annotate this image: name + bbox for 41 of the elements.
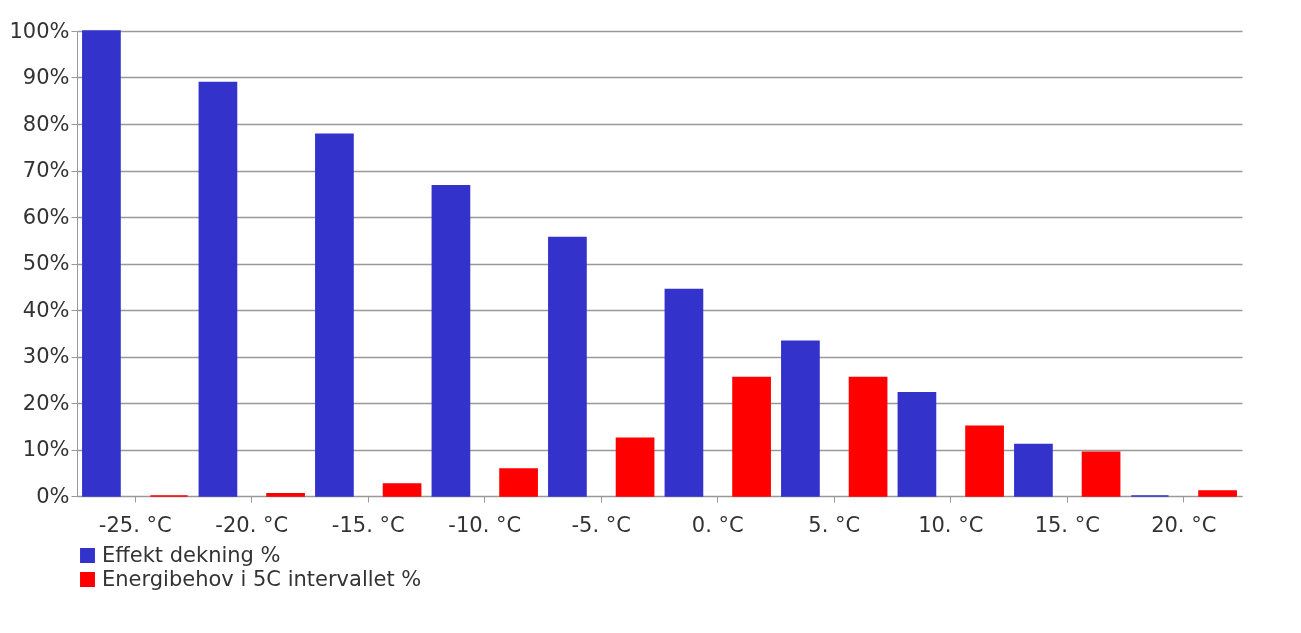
x-tick-label: 10. °C: [918, 512, 984, 537]
y-tick-label: 60%: [22, 204, 70, 229]
bar: [848, 376, 888, 497]
bar: [198, 81, 238, 497]
bar: [781, 340, 820, 497]
y-tick-label: 10%: [22, 437, 70, 461]
y-tick-label: 20%: [22, 390, 70, 415]
x-tick-label: 5. °C: [808, 512, 861, 537]
legend-label: Energibehov i 5C intervallet %: [102, 566, 422, 591]
bar: [1081, 451, 1121, 497]
x-tick-label: -15. °C: [331, 512, 405, 537]
x-tick-label: -10. °C: [448, 512, 522, 537]
bar: [266, 492, 305, 497]
bar: [82, 30, 121, 497]
x-tick-label: -5. °C: [571, 512, 631, 537]
x-tick-label: 15. °C: [1034, 512, 1100, 537]
y-tick-label: 40%: [22, 297, 70, 322]
bar: [897, 392, 937, 497]
y-tick-label: 80%: [22, 111, 70, 136]
x-tick-label: 0. °C: [691, 512, 744, 537]
y-tick-label: 100%: [9, 18, 70, 43]
bar: [431, 185, 471, 497]
x-tick-label: -25. °C: [98, 512, 172, 537]
bar: [382, 483, 422, 497]
bar: [1198, 490, 1237, 497]
y-tick-label: 30%: [22, 344, 70, 368]
bar: [548, 236, 587, 497]
y-tick-label: 70%: [22, 158, 70, 182]
y-tick-label: 90%: [22, 65, 70, 89]
bar: [615, 437, 655, 497]
x-tick-label: -20. °C: [215, 512, 289, 537]
y-tick-label: 50%: [22, 251, 70, 275]
y-tick-label: 0%: [36, 483, 70, 508]
bar: [315, 133, 354, 497]
bar: [664, 288, 704, 497]
x-tick-label: 20. °C: [1151, 512, 1217, 537]
bar: [965, 425, 1004, 497]
legend-label: Effekt dekning %: [102, 542, 281, 567]
bar: [732, 376, 771, 497]
bar: [499, 468, 538, 497]
bar: [1014, 443, 1053, 497]
